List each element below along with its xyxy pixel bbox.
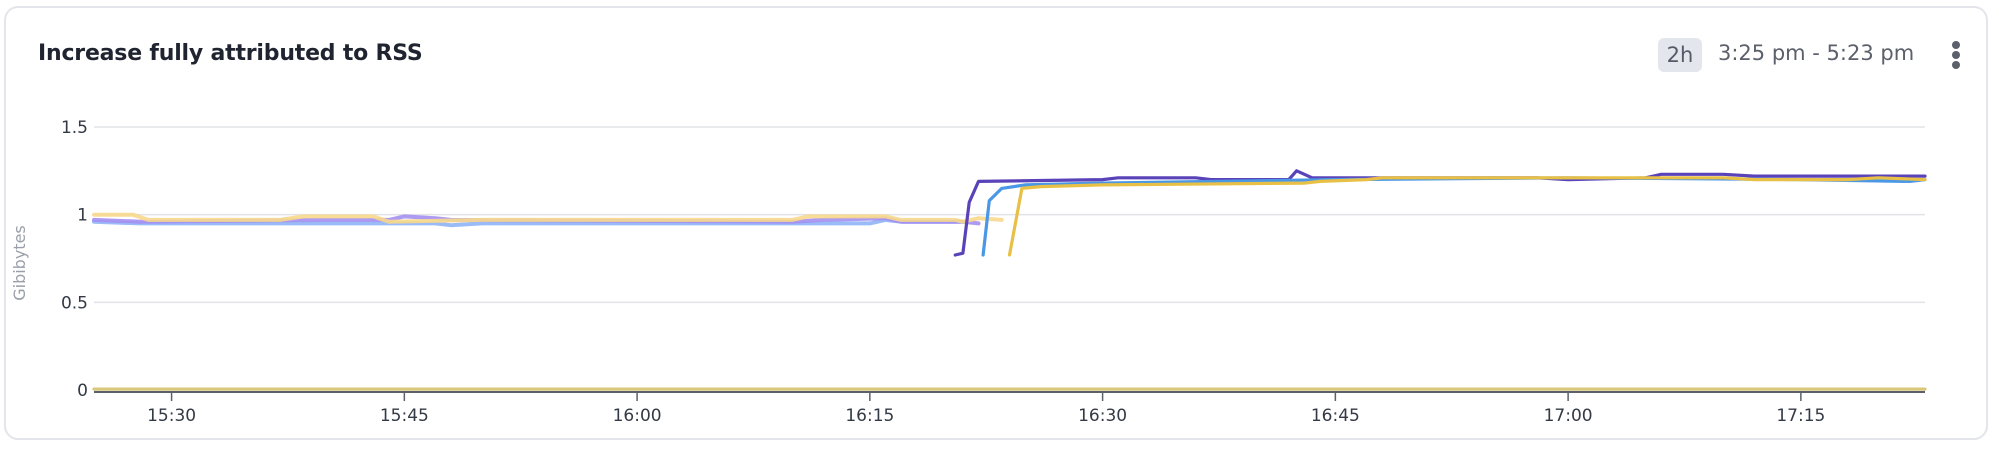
x-tick-label: 16:30 — [1078, 406, 1127, 426]
time-range-label[interactable]: 3:25 pm - 5:23 pm — [1718, 41, 1915, 65]
x-tick-label: 15:30 — [147, 406, 196, 426]
x-tick-label: 16:00 — [613, 406, 662, 426]
x-tick-label: 15:45 — [380, 406, 429, 426]
series-line-4 — [981, 176, 1927, 257]
y-tick-label: 1.5 — [61, 118, 88, 138]
series-line-2 — [92, 212, 1004, 224]
y-tick-label: 0.5 — [61, 293, 88, 313]
series-line-3 — [953, 169, 1927, 257]
time-range-badge[interactable]: 2h — [1658, 38, 1702, 72]
x-tick-label: 16:45 — [1311, 406, 1360, 426]
y-tick-label: 0 — [77, 381, 88, 401]
x-tick-label: 17:00 — [1544, 406, 1593, 426]
kebab-vertical-icon[interactable] — [1946, 39, 1966, 71]
x-tick-label: 16:15 — [845, 406, 894, 426]
widget-title: Increase fully attributed to RSS — [38, 41, 423, 66]
y-axis-label: Gibibytes — [10, 225, 29, 301]
x-tick-label: 17:15 — [1776, 406, 1825, 426]
series-line-5 — [1007, 176, 1927, 257]
y-tick-label: 1 — [77, 206, 88, 226]
